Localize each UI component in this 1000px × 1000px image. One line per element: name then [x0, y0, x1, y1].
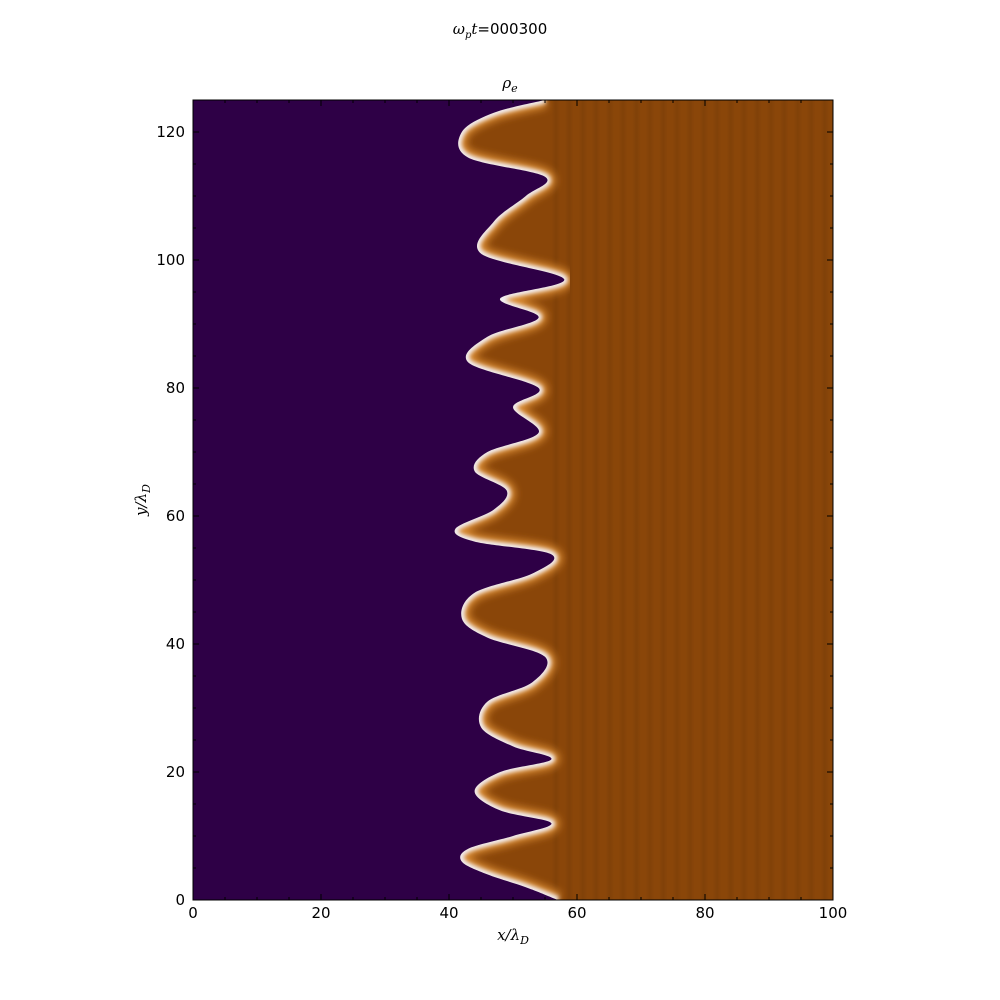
- density-stripe: [753, 100, 762, 900]
- x-axis-ticks: 0 20 40 60 80 100: [188, 100, 847, 922]
- density-stripe: [605, 100, 615, 900]
- density-stripes: [551, 100, 843, 900]
- density-stripe: [712, 100, 722, 900]
- density-stripe: [726, 100, 736, 900]
- tick-label: 100: [819, 904, 848, 922]
- tick-label: 80: [695, 904, 714, 922]
- tick-label: 20: [311, 904, 330, 922]
- density-stripe: [645, 100, 655, 900]
- figure-suptitle: ωpt=000300: [453, 20, 548, 41]
- tick-label: 40: [166, 635, 185, 653]
- density-stripe: [618, 100, 628, 900]
- density-stripe: [834, 100, 843, 900]
- density-stripe: [591, 100, 601, 900]
- tick-label: 40: [439, 904, 458, 922]
- density-stripe: [564, 100, 574, 900]
- density-stripe: [806, 100, 816, 900]
- tick-label: 80: [166, 379, 185, 397]
- density-stripe: [672, 100, 682, 900]
- density-stripe: [551, 100, 561, 900]
- tick-label: 20: [166, 763, 185, 781]
- density-stripe: [766, 100, 776, 900]
- density-stripe: [685, 100, 695, 900]
- heatmap-low-region: [193, 100, 565, 900]
- density-stripe: [793, 100, 803, 900]
- density-stripe: [578, 100, 588, 900]
- tick-label: 100: [156, 251, 185, 269]
- tick-label: 0: [175, 891, 185, 909]
- density-stripe: [779, 100, 789, 900]
- density-stripe: [739, 100, 749, 900]
- density-stripe: [699, 100, 709, 900]
- x-axis-label: x/λD: [497, 926, 529, 947]
- density-stripe: [658, 100, 668, 900]
- density-stripe: [820, 100, 830, 900]
- chart-title: ρe: [501, 74, 518, 95]
- tick-label: 0: [188, 904, 198, 922]
- density-stripe: [632, 100, 642, 900]
- tick-label: 60: [567, 904, 586, 922]
- y-axis-label: y/λD: [132, 484, 153, 517]
- tick-label: 120: [156, 123, 185, 141]
- heatmap-area: [193, 100, 843, 900]
- tick-label: 60: [166, 507, 185, 525]
- y-axis-ticks: 0 20 40 60 80 100 120: [156, 123, 833, 909]
